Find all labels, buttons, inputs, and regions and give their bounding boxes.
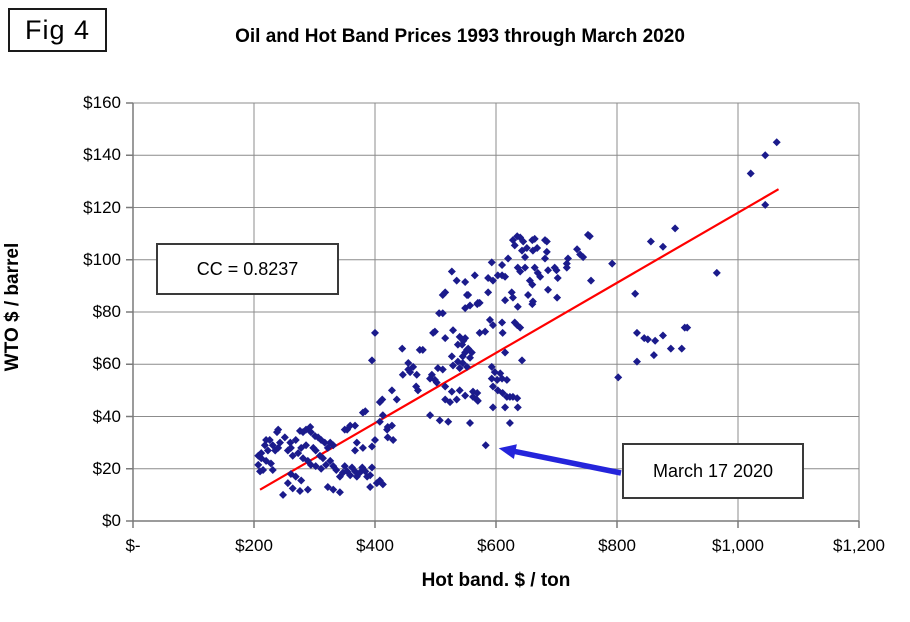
trend-line <box>259 188 780 491</box>
y-tick-label: $0 <box>102 511 121 530</box>
correlation-value-label: CC = 0.8237 <box>196 258 299 279</box>
y-tick-label: $140 <box>83 145 121 165</box>
y-tick-label: $60 <box>92 354 121 374</box>
y-tick-label: $80 <box>92 302 121 321</box>
x-tick-label: $600 <box>477 536 515 555</box>
x-axis-title: Hot band. $ / ton <box>421 570 571 591</box>
y-axis-title: WTO $ / barrel <box>2 242 23 372</box>
chart-title: Oil and Hot Band Prices 1993 through Mar… <box>235 26 685 47</box>
x-tick-label: $200 <box>235 536 273 555</box>
x-tick-label: $400 <box>356 536 394 555</box>
correlation-annotation-box: CC = 0.8237 <box>156 243 339 295</box>
y-tick-label: $100 <box>83 249 121 269</box>
x-tick-label: $- <box>125 536 141 555</box>
march-annotation-label: March 17 2020 <box>652 460 774 481</box>
scatter-points <box>254 138 781 499</box>
march-annotation-box: March 17 2020 <box>622 443 804 499</box>
axes <box>126 102 860 528</box>
y-tick-label: $120 <box>83 197 121 217</box>
figure-number-label: Fig 4 <box>24 14 91 45</box>
x-tick-label: $800 <box>598 536 636 555</box>
y-tick-label: $20 <box>92 458 121 478</box>
y-tick-label: $160 <box>83 93 121 112</box>
y-tick-label: $40 <box>92 406 121 426</box>
x-tick-label: $1,200 <box>833 536 885 555</box>
x-tick-label: $1,000 <box>712 536 764 555</box>
march-annotation-arrow <box>498 444 622 476</box>
figure-number-box: Fig 4 <box>8 8 107 52</box>
